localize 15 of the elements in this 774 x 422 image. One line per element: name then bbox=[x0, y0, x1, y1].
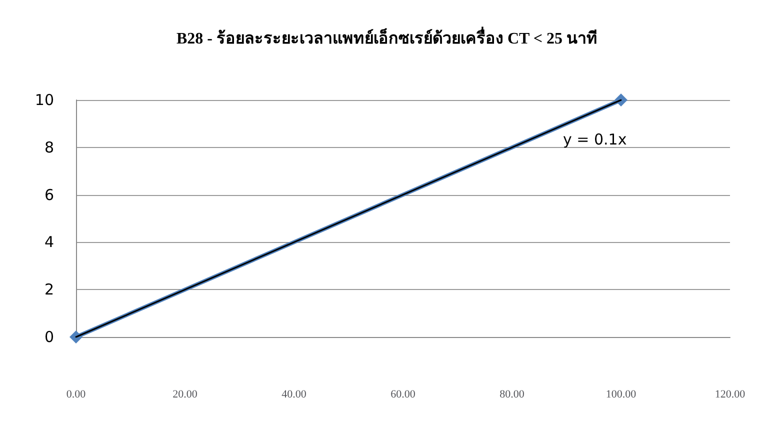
x-tick-label: 120.00 bbox=[714, 388, 746, 400]
annotation: y = 0.1x bbox=[563, 130, 627, 148]
x-tick-label: 40.00 bbox=[282, 388, 307, 400]
x-tick-label: 0.00 bbox=[66, 388, 86, 400]
y-tick-label: 4 bbox=[44, 233, 54, 252]
x-tick-label: 20.00 bbox=[172, 388, 198, 400]
chart-title: B28 - ร้อยละระยะเวลาแพทย์เอ็กซเรย์ด้วยเครื่อง CT < 25 นาที bbox=[176, 26, 598, 48]
y-tick-label: 0 bbox=[44, 328, 54, 346]
y-tick-label: 8 bbox=[44, 138, 54, 156]
x-tick-label: 80.00 bbox=[500, 388, 525, 400]
y-tick-label: 10 bbox=[34, 91, 54, 109]
x-tick-label: 100.00 bbox=[606, 388, 637, 400]
y-tick-label: 6 bbox=[44, 186, 54, 204]
y-tick-label: 2 bbox=[44, 280, 54, 299]
x-tick-label: 60.00 bbox=[390, 388, 416, 400]
